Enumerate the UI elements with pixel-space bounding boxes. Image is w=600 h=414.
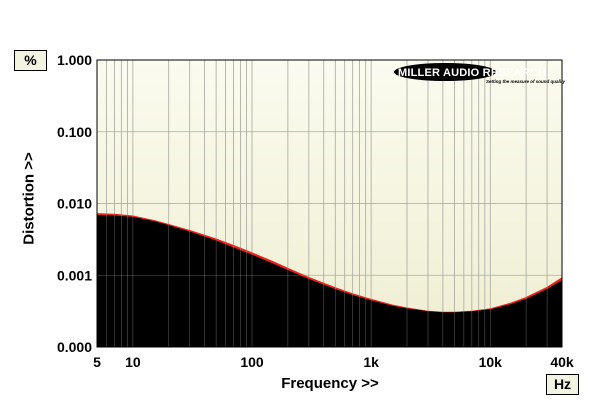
- x-tick-label: 10: [125, 354, 141, 370]
- tick-labels: 5 10 100 1k 10k 40k 0.000 0.001 0.010 0.100 1.000: [57, 52, 574, 370]
- logo-badge-shape: [394, 63, 496, 81]
- logo-brand-text: MILLER AUDIO RESEARCH: [398, 67, 546, 79]
- x-tick-label: 1k: [363, 354, 379, 370]
- x-tick-label: 5: [93, 354, 101, 370]
- x-tick-label: 100: [240, 354, 264, 370]
- y-tick-label: 0.000: [57, 339, 92, 355]
- x-axis-title: Frequency >>: [281, 375, 379, 392]
- y-tick-label: 0.010: [57, 196, 92, 212]
- plot-frame: [96, 59, 563, 348]
- y-tick-label: 1.000: [57, 52, 92, 68]
- x-tick-label: 40k: [550, 354, 574, 370]
- logo-tagline-text: Setting the measure of sound quality: [486, 79, 566, 84]
- x-tick-label: 10k: [479, 354, 503, 370]
- y-tick-label: 0.001: [57, 267, 92, 283]
- y-tick-label: 0.100: [57, 124, 92, 140]
- y-unit-label: %: [14, 50, 47, 71]
- miller-audio-research-logo: MILLER AUDIO RESEARCH Setting the measur…: [394, 63, 566, 84]
- x-unit-label: Hz: [546, 374, 579, 395]
